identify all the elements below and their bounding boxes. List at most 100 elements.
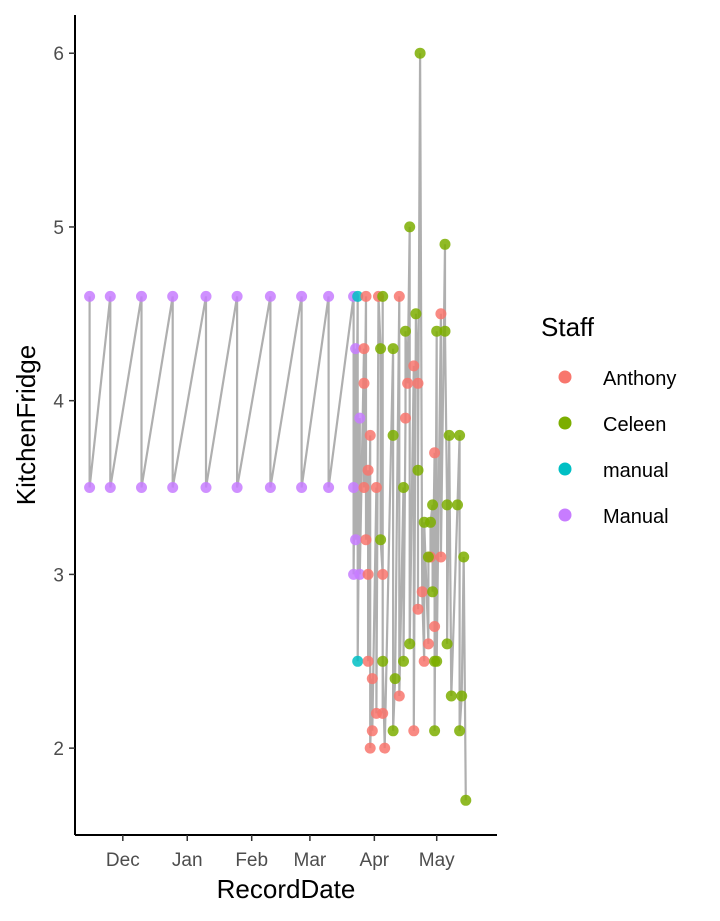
data-point [360, 534, 372, 546]
legend-label: Anthony [603, 368, 676, 390]
data-point [412, 377, 424, 389]
y-tick-label: 6 [53, 44, 64, 65]
data-point [425, 516, 436, 528]
data-point [416, 586, 428, 598]
data-point [389, 673, 401, 685]
data-point [429, 447, 441, 459]
x-tick-label: Mar [294, 850, 327, 871]
connecting-line [88, 53, 467, 801]
data-point [364, 742, 376, 754]
data-point [84, 482, 96, 493]
data-point [358, 377, 370, 389]
data-point [441, 499, 453, 511]
data-point [358, 343, 370, 355]
data-point [398, 655, 409, 667]
data-point [400, 325, 411, 337]
data-point [296, 290, 308, 302]
legend-label: Celeen [603, 414, 666, 436]
data-point [404, 221, 416, 233]
data-point [350, 534, 362, 546]
data-point [375, 534, 387, 546]
data-point [402, 377, 414, 389]
data-point [412, 603, 424, 615]
x-tick-label: Dec [106, 850, 140, 871]
y-ticks: 2 3 4 5 6 [53, 44, 75, 760]
data-point [104, 290, 116, 302]
data-point [377, 290, 389, 302]
legend-title: Staff [541, 312, 595, 342]
data-point [200, 290, 212, 302]
data-point [377, 707, 389, 719]
data-point [352, 290, 364, 302]
data-point [375, 343, 387, 355]
data-point [404, 638, 416, 650]
data-point [379, 742, 391, 754]
data-point [167, 290, 179, 302]
data-point [443, 429, 455, 441]
data-point [456, 690, 468, 702]
x-tick-label: Apr [360, 850, 390, 871]
data-point [370, 482, 382, 493]
data-point [435, 308, 447, 320]
data-point [264, 482, 276, 493]
data-point [323, 290, 335, 302]
data-point [452, 499, 463, 511]
data-point [350, 343, 362, 355]
axes [74, 15, 497, 836]
data-point [418, 655, 430, 667]
connecting-lines [88, 53, 467, 801]
data-point [429, 621, 441, 632]
data-point [408, 360, 420, 372]
legend-label: Manual [603, 506, 669, 528]
data-point [431, 655, 443, 667]
y-tick-label: 5 [53, 218, 64, 239]
x-ticks: Dec Jan Feb Mar Apr May [106, 835, 455, 871]
data-point [136, 290, 147, 302]
data-point [387, 429, 399, 441]
data-point [358, 482, 370, 493]
data-point [439, 238, 451, 250]
data-point [441, 638, 453, 650]
legend-key [558, 370, 572, 384]
data-point [439, 325, 451, 337]
data-point [104, 482, 116, 493]
data-point [354, 568, 366, 580]
data-point [362, 568, 374, 580]
data-point [431, 325, 443, 337]
data-point [454, 725, 466, 737]
data-point [362, 655, 374, 667]
legend-label: manual [603, 460, 669, 482]
data-point [398, 482, 409, 493]
data-point [231, 482, 243, 493]
legend-key [558, 416, 572, 430]
y-tick-label: 4 [53, 392, 64, 413]
data-point [393, 690, 405, 702]
data-point [427, 586, 439, 598]
data-point [167, 482, 179, 493]
data-point [454, 429, 466, 441]
y-tick-label: 2 [53, 739, 64, 760]
data-point [414, 47, 426, 59]
data-point [408, 725, 420, 737]
data-point [387, 343, 399, 355]
data-point [393, 290, 405, 302]
x-tick-label: May [419, 850, 455, 871]
data-point [366, 673, 378, 685]
data-point [366, 725, 378, 737]
data-point [445, 690, 457, 702]
x-tick-label: Jan [172, 850, 203, 871]
data-point [435, 551, 447, 563]
data-point [296, 482, 308, 493]
data-point [427, 499, 439, 511]
data-point [422, 638, 434, 650]
data-point [400, 412, 411, 424]
data-point [377, 655, 389, 667]
data-point [460, 794, 472, 806]
data-point [360, 290, 372, 302]
data-points [84, 47, 472, 806]
legend-key [558, 462, 572, 476]
data-point [429, 725, 441, 737]
data-point [364, 429, 376, 441]
data-point [348, 482, 360, 493]
